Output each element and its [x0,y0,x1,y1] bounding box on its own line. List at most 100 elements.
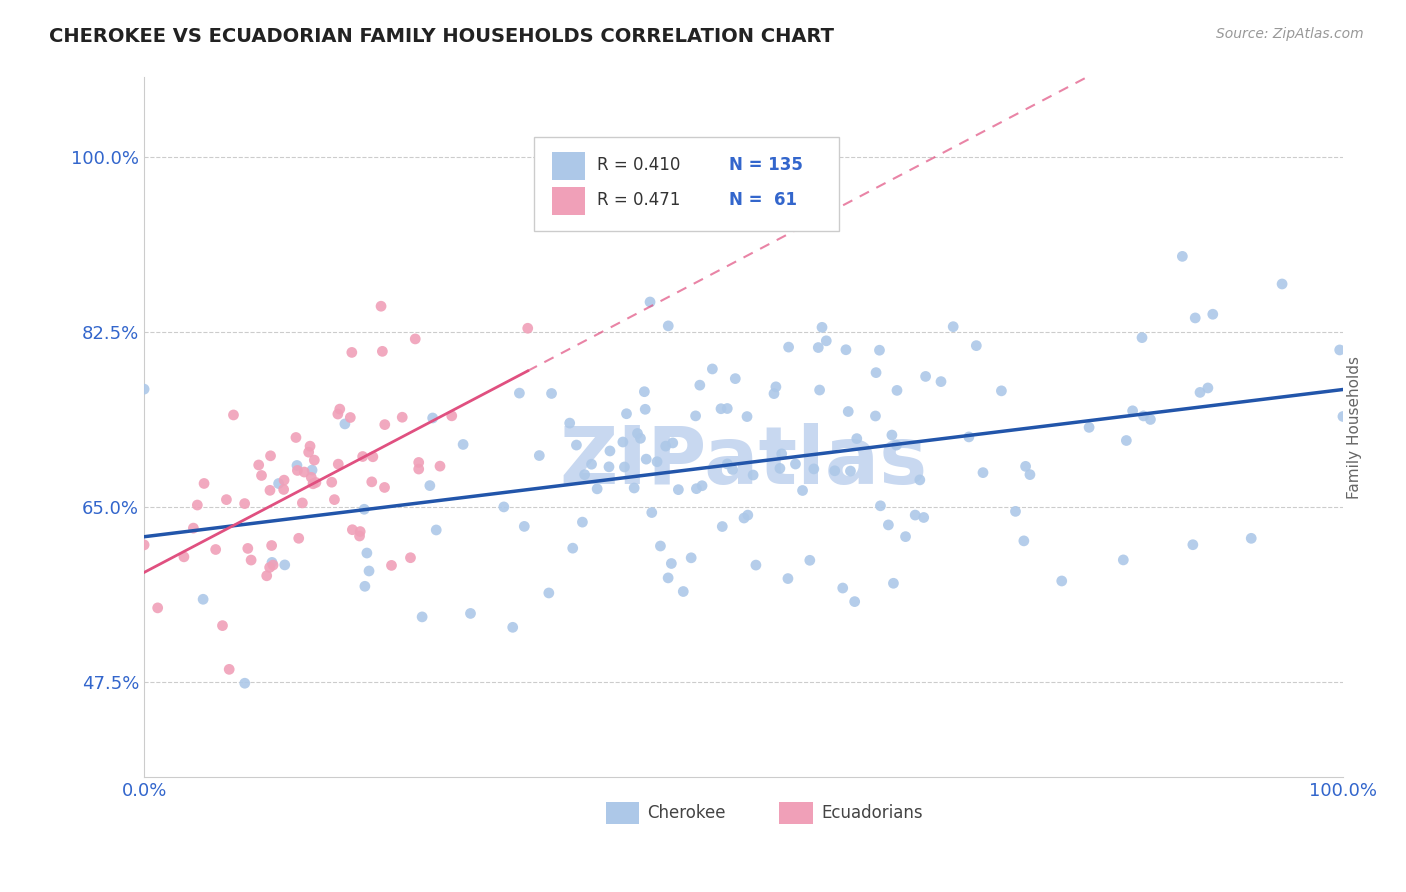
Point [256,568,278,582]
Point [770,447,793,461]
Point [623,481,645,495]
Point [685,482,707,496]
Point [839,464,862,478]
Point [886,438,908,452]
Point [440,409,463,423]
Point [721,462,744,476]
Point [710,401,733,416]
Point [250,468,273,483]
Point [352,450,374,464]
Point [908,473,931,487]
Point [914,369,936,384]
Point [957,430,980,444]
Point [654,439,676,453]
Point [273,483,295,497]
Point [638,295,661,310]
Point [361,450,384,464]
Point [657,318,679,333]
Point [513,519,536,533]
Point [333,417,356,431]
Point [769,461,792,475]
Point [339,410,361,425]
Point [685,409,707,423]
Point [305,475,328,490]
Point [880,428,903,442]
Point [399,550,422,565]
Point [613,460,636,475]
Point [451,437,474,451]
Point [831,581,853,595]
Point [735,409,758,424]
Point [765,380,787,394]
Point [1331,409,1354,424]
Point [1189,385,1212,400]
Point [328,457,350,471]
Point [404,332,426,346]
Text: ZIPatlas: ZIPatlas [560,423,928,501]
Point [574,467,596,482]
Point [626,426,648,441]
Point [299,470,322,484]
Point [353,502,375,516]
Point [803,462,825,476]
Point [745,558,768,572]
FancyBboxPatch shape [606,802,640,824]
Point [877,517,900,532]
Point [742,468,765,483]
Text: Source: ZipAtlas.com: Source: ZipAtlas.com [1216,27,1364,41]
Point [408,455,430,469]
Point [904,508,927,522]
Point [360,475,382,489]
Point [259,483,281,498]
Point [354,579,377,593]
Point [321,475,343,490]
Point [1014,459,1036,474]
Point [565,438,588,452]
Point [540,386,562,401]
Point [681,550,703,565]
Point [690,479,713,493]
Point [599,444,621,458]
Point [659,557,682,571]
Point [641,506,664,520]
Point [845,432,868,446]
Point [776,572,799,586]
Point [581,457,603,471]
Text: Cherokee: Cherokee [648,805,725,822]
Point [299,439,322,453]
Point [886,384,908,398]
Point [711,519,734,533]
Point [1012,533,1035,548]
Point [186,498,208,512]
Point [636,452,658,467]
Point [1202,307,1225,321]
Point [1130,331,1153,345]
Point [411,610,433,624]
Point [882,576,904,591]
Point [236,541,259,556]
Point [1050,574,1073,588]
Point [650,539,672,553]
Point [146,600,169,615]
Point [837,404,859,418]
Point [302,476,325,491]
Point [132,382,155,396]
Point [689,378,711,392]
Point [1019,467,1042,482]
Point [824,464,846,478]
Point [419,478,441,492]
Point [633,384,655,399]
Point [259,449,281,463]
Point [422,411,444,425]
Point [1122,404,1144,418]
Point [132,538,155,552]
Point [204,542,226,557]
Point [191,592,214,607]
Point [815,334,838,348]
Point [661,436,683,450]
Text: R = 0.410: R = 0.410 [598,156,681,174]
Point [408,462,430,476]
Point [737,508,759,522]
Point [516,321,538,335]
Point [1115,434,1137,448]
